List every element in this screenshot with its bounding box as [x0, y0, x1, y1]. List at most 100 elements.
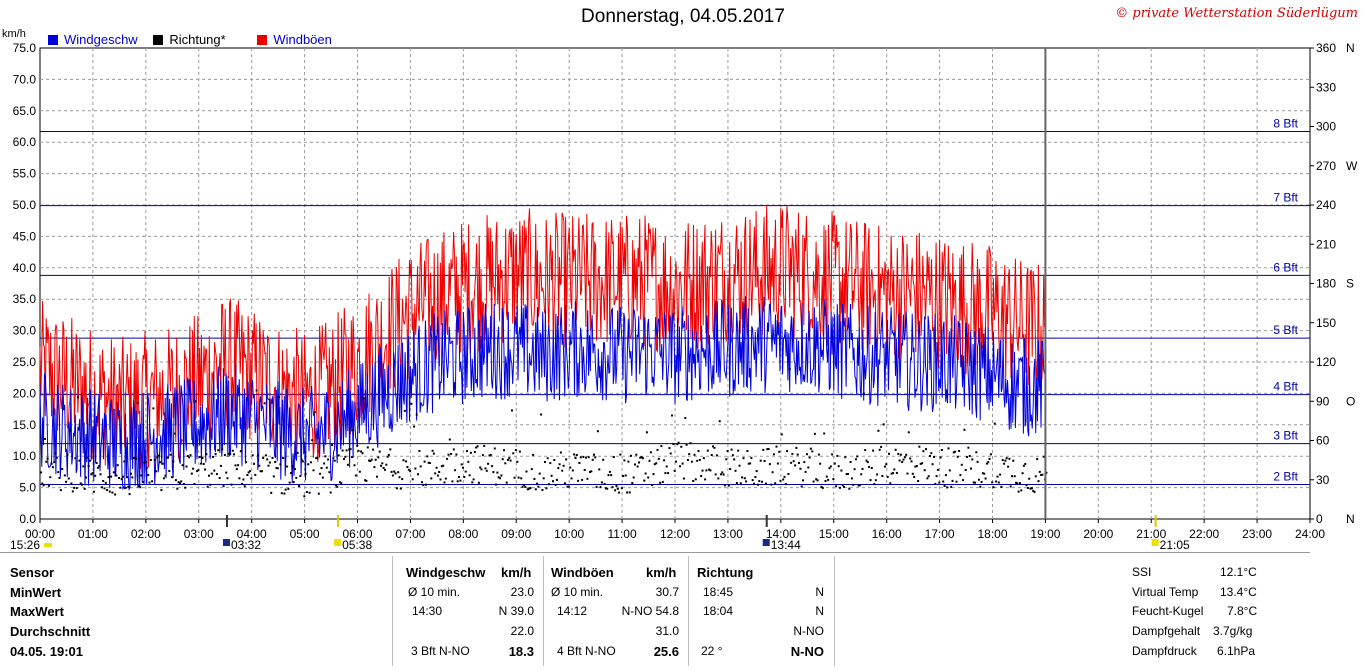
extra-label-0: SSI [1132, 565, 1152, 579]
series-richtung-point [73, 486, 76, 489]
extra-value-4: 6.1hPa [1217, 644, 1256, 658]
series-richtung-point [386, 455, 389, 458]
series-richtung-point [61, 468, 64, 470]
series-richtung-point [1001, 459, 1004, 462]
series-richtung-point [501, 458, 504, 461]
series-richtung-point [962, 479, 965, 482]
series-richtung-point [309, 461, 312, 464]
series-richtung-point [312, 469, 315, 472]
series-richtung-point [684, 417, 687, 419]
series-richtung-point [378, 450, 381, 453]
series-richtung-point [152, 407, 155, 410]
y-tick-label: 15.0 [13, 418, 37, 432]
series-richtung-point [492, 471, 495, 474]
series-richtung-point [997, 481, 1000, 484]
x-tick-label: 20:00 [1083, 527, 1113, 541]
series-richtung-point [610, 474, 613, 477]
series-richtung-point [952, 451, 955, 454]
dir-r1-label: 18:45 [703, 585, 734, 599]
y2-tick-label: 180 [1316, 277, 1336, 291]
series-richtung-point [893, 468, 896, 471]
series-richtung-point [903, 456, 906, 459]
series-richtung-point [1029, 487, 1032, 490]
series-richtung-point [632, 476, 635, 479]
x-tick-label: 15:00 [819, 527, 849, 541]
series-richtung-point [271, 456, 274, 459]
series-richtung-point [208, 474, 210, 477]
series-richtung-point [513, 476, 516, 479]
series-richtung-point [693, 453, 696, 456]
series-richtung-point [504, 462, 507, 465]
series-richtung-point [1000, 485, 1003, 488]
y2-tick-label: 240 [1316, 198, 1336, 212]
series-richtung-point [275, 467, 278, 469]
series-richtung-point [873, 483, 876, 486]
series-richtung-point [657, 457, 660, 460]
series-richtung-point [985, 462, 988, 465]
series-richtung-point [221, 448, 224, 451]
series-richtung-point [477, 481, 480, 484]
series-richtung-point [944, 474, 947, 477]
series-richtung-point [340, 482, 343, 485]
y2-direction-label: N [1346, 512, 1355, 526]
series-richtung-point [845, 473, 848, 476]
series-richtung-point [569, 466, 572, 469]
series-richtung-point [869, 479, 872, 482]
series-richtung-point [655, 462, 658, 465]
max-label: MaxWert [10, 604, 64, 619]
series-richtung-point [722, 473, 725, 476]
series-richtung-point [770, 483, 773, 486]
series-richtung-point [316, 457, 319, 460]
series-richtung-point [344, 455, 347, 458]
sun-icon [1151, 539, 1159, 546]
series-richtung-point [368, 459, 371, 462]
series-richtung-point [780, 433, 783, 436]
series-richtung-point [370, 458, 373, 461]
series-richtung-point [1040, 474, 1043, 476]
series-richtung-point [190, 472, 193, 475]
extra-label-2: Feucht-Kugel [1132, 604, 1204, 618]
series-richtung-point [484, 467, 487, 470]
series-richtung-point [111, 491, 114, 494]
astro-markers: 03:32 05:38 13:44 21:05 15:26 [10, 515, 1190, 552]
series-richtung-point [467, 460, 470, 463]
series-richtung-point [294, 468, 296, 471]
series-richtung-point [565, 458, 568, 461]
series-windgeschw [39, 296, 1045, 491]
series-richtung-point [587, 456, 590, 459]
series-richtung-point [750, 456, 753, 459]
x-tick-label: 03:00 [184, 527, 214, 541]
series-richtung-point [989, 453, 992, 456]
series-richtung-point [444, 477, 447, 480]
y2-tick-label: 90 [1316, 394, 1330, 408]
series-richtung-point [919, 462, 922, 465]
series-richtung-point [607, 474, 610, 477]
series-richtung-point [615, 484, 618, 487]
series-richtung-point [987, 461, 990, 464]
gust-r4-value: 25.6 [653, 644, 679, 659]
series-richtung-point [487, 462, 490, 465]
series-richtung-point [324, 455, 327, 458]
series-richtung-point [964, 469, 967, 471]
series-richtung-point [361, 452, 364, 455]
series-richtung-point [431, 449, 434, 452]
series-richtung-point [771, 471, 774, 474]
series-richtung-point [454, 469, 457, 472]
series-richtung-point [1028, 477, 1031, 480]
series-richtung-point [217, 449, 220, 452]
series-richtung-point [530, 468, 533, 471]
series-richtung-point [399, 487, 402, 490]
series-richtung-point [948, 469, 951, 472]
series-richtung-point [880, 445, 883, 448]
series-richtung-point [132, 457, 135, 460]
series-richtung-point [598, 468, 601, 471]
series-richtung-point [672, 443, 675, 445]
series-richtung-point [526, 488, 529, 491]
series-richtung-point [348, 448, 351, 451]
bft-label: 7 Bft [1273, 191, 1298, 205]
summary-table: Sensor MinWert MaxWert Durchschnitt 04.0… [0, 553, 1366, 670]
series-richtung-point [754, 476, 757, 478]
y-tick-label: 70.0 [13, 72, 37, 86]
series-richtung-point [189, 454, 192, 457]
wind-r4-value: 18.3 [508, 644, 534, 659]
